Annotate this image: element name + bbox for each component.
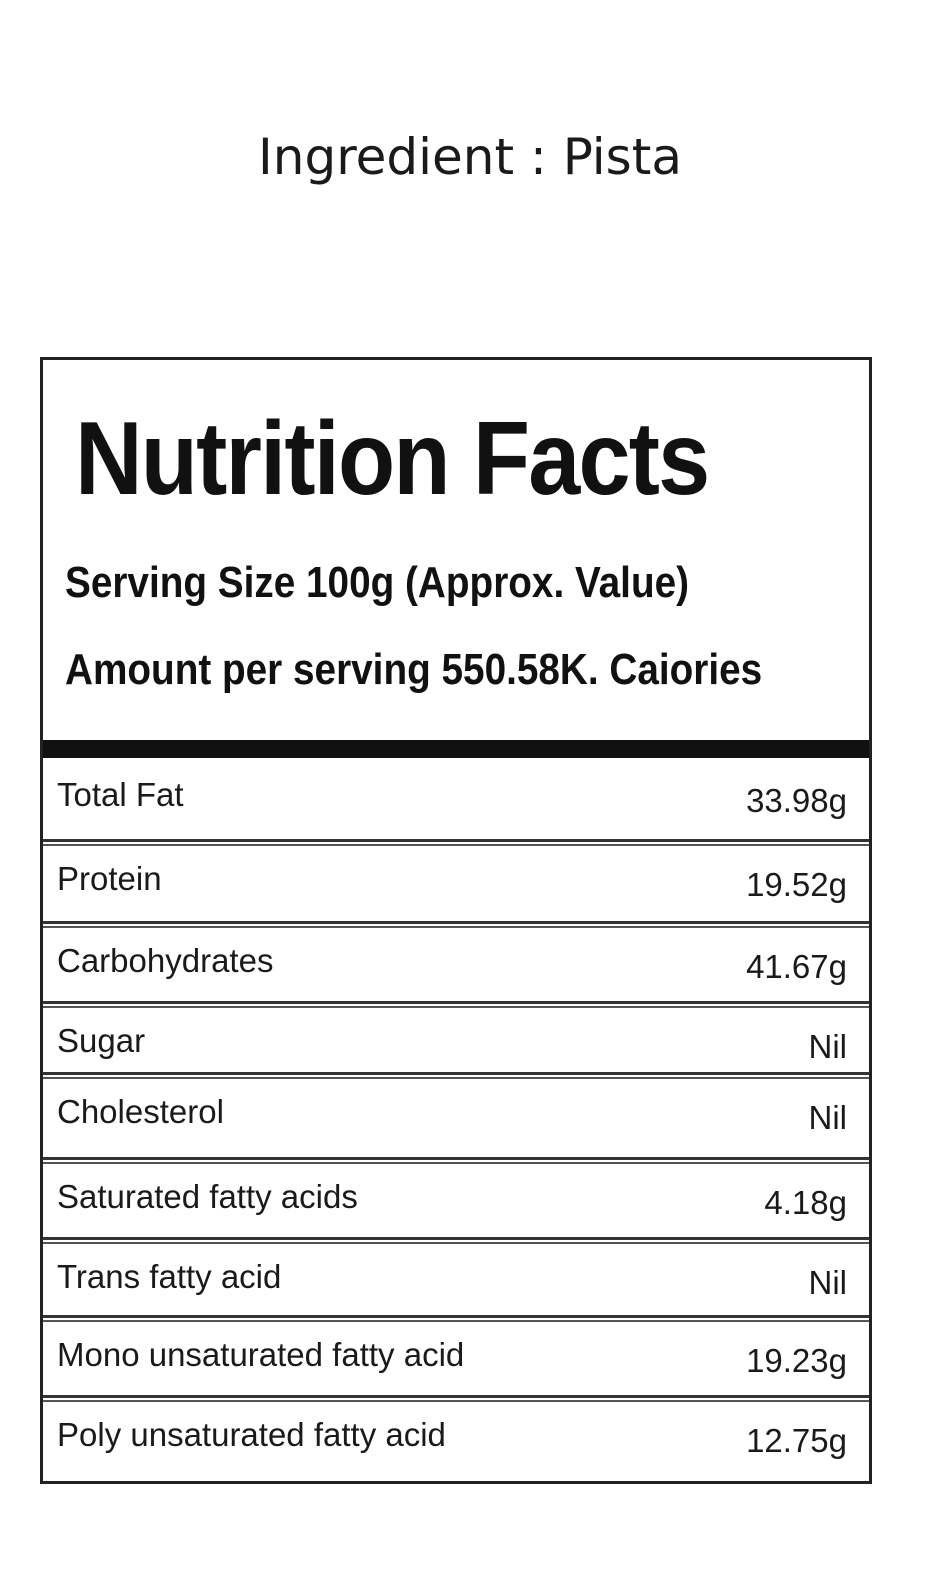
nutrient-row: Total Fat 33.98g	[43, 758, 869, 842]
nutrient-row: Trans fatty acid Nil	[43, 1240, 869, 1318]
nutrient-row: Poly unsaturated fatty acid 12.75g	[43, 1398, 869, 1478]
nutrient-name: Mono unsaturated fatty acid	[57, 1336, 465, 1373]
thick-divider	[43, 740, 869, 758]
nutrient-name: Cholesterol	[57, 1093, 224, 1130]
nutrient-value: Nil	[808, 1264, 848, 1301]
nutrient-value: Nil	[808, 1028, 848, 1065]
nutrient-row: Protein 19.52g	[43, 842, 869, 924]
nutrition-facts-label: Nutrition Facts Serving Size 100g (Appro…	[40, 357, 872, 1484]
nutrient-name: Trans fatty acid	[57, 1258, 282, 1295]
label-header: Nutrition Facts Serving Size 100g (Appro…	[43, 360, 869, 740]
nutrient-row: Cholesterol Nil	[43, 1075, 869, 1160]
nutrient-value: 12.75g	[746, 1422, 847, 1459]
label-title: Nutrition Facts	[75, 401, 710, 517]
nutrient-row: Mono unsaturated fatty acid 19.23g	[43, 1318, 869, 1398]
nutrient-value: 19.52g	[746, 866, 847, 903]
nutrient-row: Carbohydrates 41.67g	[43, 924, 869, 1004]
nutrient-value: 41.67g	[746, 948, 847, 985]
nutrient-name: Total Fat	[57, 776, 184, 813]
nutrient-name: Protein	[57, 860, 162, 897]
nutrient-value: 4.18g	[764, 1184, 847, 1221]
nutrient-row: Sugar Nil	[43, 1004, 869, 1075]
nutrient-name: Poly unsaturated fatty acid	[57, 1416, 446, 1453]
nutrient-name: Saturated fatty acids	[57, 1178, 358, 1215]
nutrient-rows: Total Fat 33.98g Protein 19.52g Carbohydrate…	[43, 758, 869, 1478]
serving-size: Serving Size 100g (Approx. Value)	[65, 558, 690, 607]
nutrient-row: Saturated fatty acids 4.18g	[43, 1160, 869, 1240]
nutrient-name: Sugar	[57, 1022, 146, 1059]
nutrient-value: Nil	[808, 1099, 848, 1136]
nutrient-value: 33.98g	[746, 782, 847, 819]
nutrient-name: Carbohydrates	[57, 942, 274, 979]
ingredient-title: Ingredient : Pista	[258, 128, 682, 186]
amount-per-serving: Amount per serving 550.58K. Caiories	[65, 645, 763, 694]
nutrient-value: 19.23g	[746, 1342, 847, 1379]
